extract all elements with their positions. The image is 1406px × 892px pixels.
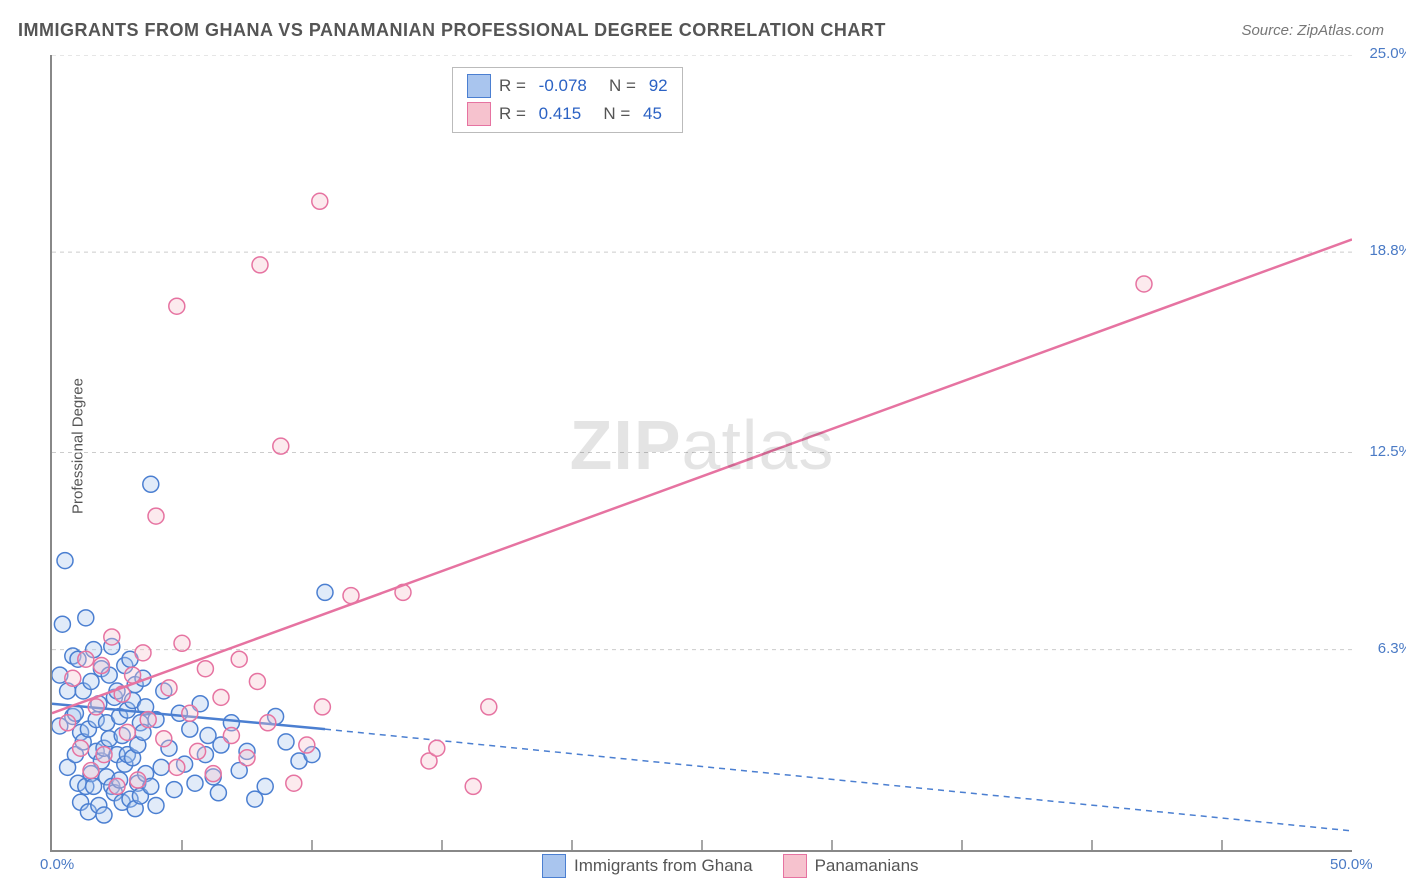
plot-svg xyxy=(52,55,1352,850)
legend-bottom-item: Panamanians xyxy=(783,854,919,878)
y-tick-label: 25.0% xyxy=(1369,45,1406,62)
y-tick-label: 18.8% xyxy=(1369,242,1406,259)
r-value: -0.078 xyxy=(539,76,587,96)
legend-stat-row: R = -0.078 N = 92 xyxy=(467,74,668,98)
legend-swatch xyxy=(783,854,807,878)
source-label: Source: ZipAtlas.com xyxy=(1241,22,1384,39)
x-max-label: 50.0% xyxy=(1330,856,1373,873)
r-value: 0.415 xyxy=(539,104,582,124)
legend-label: Panamanians xyxy=(815,856,919,876)
n-value: 45 xyxy=(643,104,662,124)
legend-swatch xyxy=(467,102,491,126)
legend-label: Immigrants from Ghana xyxy=(574,856,753,876)
chart-title: IMMIGRANTS FROM GHANA VS PANAMANIAN PROF… xyxy=(18,20,886,41)
legend-bottom-item: Immigrants from Ghana xyxy=(542,854,753,878)
n-label: N = xyxy=(595,76,641,96)
n-value: 92 xyxy=(649,76,668,96)
y-tick-label: 6.3% xyxy=(1378,640,1406,657)
r-label: R = xyxy=(499,76,531,96)
y-tick-label: 12.5% xyxy=(1369,443,1406,460)
legend-swatch xyxy=(542,854,566,878)
legend-bottom: Immigrants from Ghana Panamanians xyxy=(542,854,919,878)
legend-stat-row: R = 0.415 N = 45 xyxy=(467,102,668,126)
legend-swatch xyxy=(467,74,491,98)
r-label: R = xyxy=(499,104,531,124)
n-label: N = xyxy=(589,104,635,124)
x-origin-label: 0.0% xyxy=(40,856,74,873)
chart-container: IMMIGRANTS FROM GHANA VS PANAMANIAN PROF… xyxy=(0,0,1406,892)
plot-area: ZIPatlas R = -0.078 N = 92R = 0.415 N = … xyxy=(50,55,1352,852)
legend-top: R = -0.078 N = 92R = 0.415 N = 45 xyxy=(452,67,683,133)
